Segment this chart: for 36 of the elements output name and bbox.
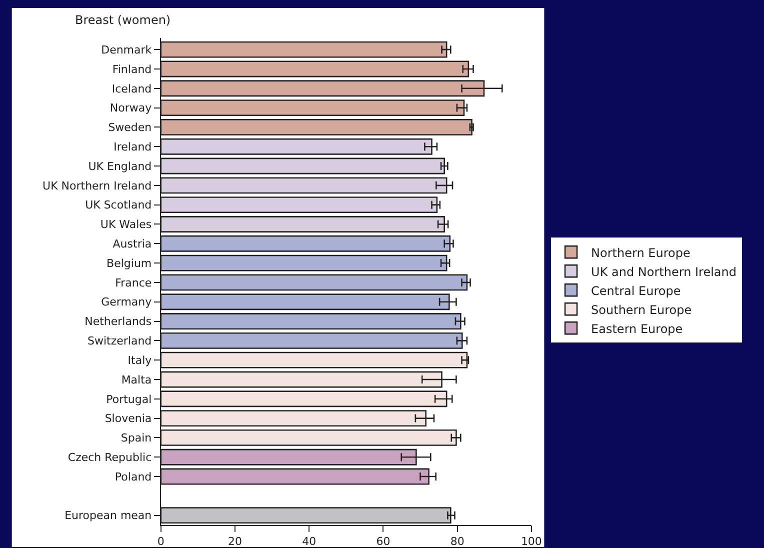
y-tick-label: Portugal [106,392,152,406]
y-tick-label: Austria [112,237,152,250]
x-tick-label: 40 [302,535,316,548]
y-tick-label: Norway [110,102,152,115]
y-tick-label: UK Scotland [85,198,152,212]
x-tick-label: 80 [450,535,464,548]
legend-label: Southern Europe [591,302,692,317]
y-tick-label: Belgium [106,256,152,270]
x-tick-label: 0 [157,535,164,548]
legend-label: Central Europe [591,284,681,298]
y-tick-label: Ireland [114,140,152,154]
y-tick-label: Germany [101,296,152,309]
x-tick-label: 20 [228,535,242,548]
y-tick-label: Denmark [101,43,152,56]
legend-label: Eastern Europe [591,322,683,336]
y-tick-label: Switzerland [87,334,152,348]
y-tick-label: Netherlands [84,315,152,328]
y-tick-label: Poland [114,470,152,484]
y-tick-label: European mean [64,509,152,522]
y-tick-label: Czech Republic [68,450,152,464]
y-tick-label: Italy [128,354,152,367]
x-tick-label: 60 [376,535,390,548]
y-tick-label: Finland [112,62,152,76]
y-tick-label: Sweden [108,121,152,134]
y-tick-label: UK Wales [100,218,152,232]
y-tick-label: France [115,276,152,290]
y-tick-label: UK England [88,160,152,173]
y-tick-label: Slovenia [104,412,152,426]
y-tick-label: Malta [121,373,152,386]
y-tick-label: Spain [120,432,152,445]
legend-label: UK and Northern Ireland [591,264,736,279]
x-tick-label: 100 [520,535,542,548]
chart-title: Breast (women) [75,13,171,28]
legend-label: Northern Europe [591,246,690,260]
y-tick-label: Iceland [112,82,152,96]
y-tick-label: UK Northern Ireland [42,179,152,192]
